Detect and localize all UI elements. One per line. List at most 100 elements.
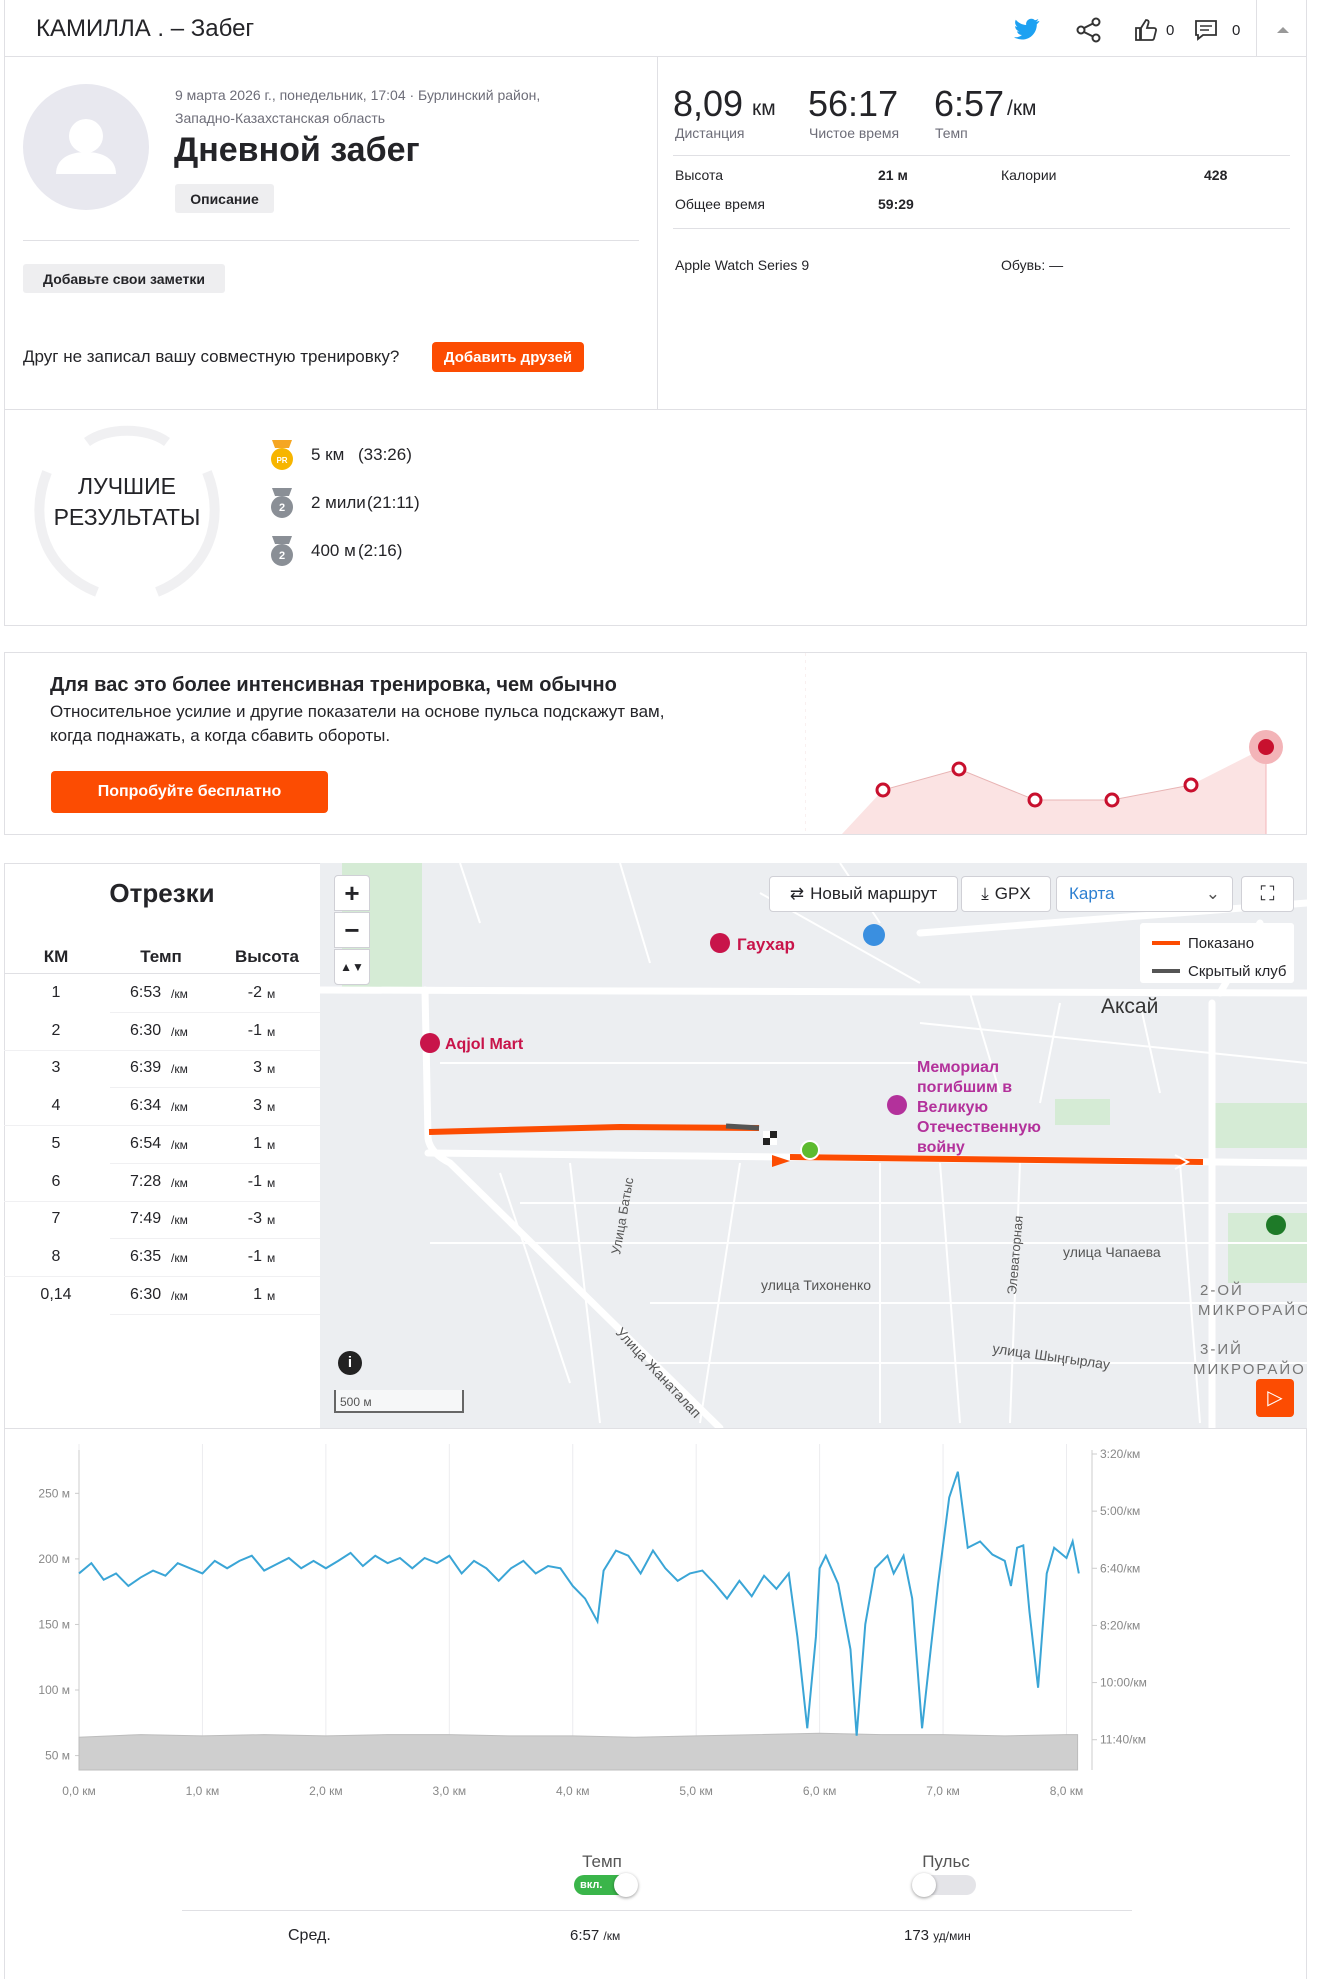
split-elev: 1 [253, 1134, 262, 1152]
medal-ribbon [272, 440, 292, 448]
split-pace: 6:35 [130, 1247, 162, 1265]
map-label: Улица Жанаталап [613, 1324, 705, 1421]
x-tick-label: 5,0 км [679, 1784, 713, 1798]
promo-button[interactable]: Попробуйте бесплатно [51, 771, 328, 813]
legend-label: Показано [1188, 935, 1255, 952]
info-button[interactable]: i [338, 1351, 362, 1375]
elevation-area [78, 1732, 1079, 1771]
x-tick-label: 3,0 км [433, 1784, 467, 1798]
avatar [23, 84, 149, 210]
kudos-button[interactable] [1134, 18, 1158, 42]
select-label: Карта [1069, 884, 1115, 903]
split-km: 6 [51, 1172, 61, 1190]
split-elev-unit: м [267, 1062, 276, 1077]
split-km: 3 [51, 1059, 61, 1077]
medal-body [271, 448, 293, 470]
split-pace: 6:39 [130, 1059, 162, 1077]
split-km: 2 [51, 1021, 61, 1039]
split-km: 0,14 [40, 1285, 72, 1303]
map-label: погибшим в [917, 1079, 1012, 1096]
avg-pace: 6:57 /км [570, 1928, 620, 1943]
map-label: улица Чапаева [1063, 1244, 1161, 1260]
separator [657, 57, 658, 409]
split-km: 4 [51, 1097, 61, 1115]
split-elev: -2 [247, 984, 262, 1001]
avg-value: 173 [904, 1927, 930, 1944]
toggle-label: Пульс [922, 1852, 970, 1871]
split-elev: 3 [253, 1097, 262, 1115]
compass[interactable]: ▲▼ [334, 949, 370, 985]
share-button[interactable] [1076, 17, 1102, 43]
fullscreen-button[interactable]: ⛶ [1241, 876, 1294, 912]
comment-button[interactable] [1194, 19, 1218, 41]
zoom-out[interactable]: − [334, 912, 370, 948]
map-label: Гаухар [737, 935, 795, 954]
description-button[interactable]: Описание [175, 184, 274, 213]
split-pace: 6:54 [130, 1134, 162, 1152]
detail-label: Калории [1001, 167, 1057, 183]
detail-value: 428 [1204, 167, 1228, 183]
medal-badge: 2 [279, 550, 285, 562]
split-pace: 6:53 [130, 984, 162, 1001]
separator [110, 1238, 320, 1240]
effort-name: 2 мили [311, 493, 366, 512]
map-label: Отечественную [917, 1119, 1041, 1136]
splits-header: КМ [43, 947, 69, 966]
y-tick-label: 250 м [38, 1486, 70, 1500]
y2-tick-label: 6:40/км [1100, 1561, 1140, 1575]
add-friends-button[interactable]: Добавить друзей [432, 342, 584, 372]
split-pace-unit: /км [171, 987, 188, 1001]
stat-value: 8,09 [673, 83, 744, 124]
notes-button[interactable]: Добавьте свои заметки [23, 264, 225, 293]
layer-select[interactable]: Карта ⌄ [1056, 876, 1233, 912]
avg-unit: /км [603, 1929, 621, 1943]
x-tick-label: 4,0 км [556, 1784, 590, 1798]
zoom-in[interactable]: + [334, 875, 370, 911]
splits-header: Темп [140, 947, 182, 966]
split-km: 7 [51, 1210, 61, 1228]
medal: 2 [271, 488, 293, 518]
legend-label: Скрытый клуб [1188, 963, 1287, 980]
map[interactable]: Гаухар Aqjol Mart Мемориал погибшим в Ве… [320, 863, 1307, 1428]
promo-text: когда поднажать, а когда сбавить обороты… [50, 726, 391, 745]
page-title: КАМИЛЛА . – Забег [36, 15, 255, 42]
map-label: Аксай [1101, 995, 1158, 1018]
x-tick-label: 7,0 км [926, 1784, 960, 1798]
separator [4, 1049, 320, 1051]
friends-prompt: Друг не записал вашу совместную трениров… [23, 347, 400, 366]
splits-header: Высота [235, 947, 299, 966]
y2-tick-label: 8:20/км [1100, 1618, 1140, 1632]
twitter-button[interactable] [1014, 18, 1040, 40]
split-pace-unit: /км [171, 1250, 188, 1265]
map-label: войну [917, 1139, 965, 1156]
effort-time: (33:26) [358, 445, 412, 464]
collapse-button[interactable] [1276, 25, 1290, 34]
split-elev-unit: м [267, 987, 276, 1001]
split-pace: 6:30 [130, 1285, 162, 1303]
toggle-knob [614, 1873, 638, 1897]
button-label: GPX [994, 884, 1031, 903]
promo-graph [805, 653, 1283, 834]
new-route-button[interactable]: ⇄ Новый маршрут [769, 876, 958, 912]
flyby-button[interactable]: ▷ [1256, 1379, 1294, 1417]
shoes: Обувь: — [1001, 257, 1064, 273]
stat-label: Чистое время [809, 125, 900, 141]
x-tick-label: 2,0 км [309, 1784, 343, 1798]
split-elev: 1 [253, 1285, 262, 1303]
detail-label: Высота [675, 167, 724, 183]
map-label: 3-ИЙ [1200, 1340, 1243, 1358]
split-elev: -1 [247, 1247, 262, 1265]
x-tick-label: 8,0 км [1050, 1784, 1084, 1798]
y-tick-label: 200 м [38, 1552, 70, 1566]
y2-tick-label: 11:40/км [1100, 1733, 1146, 1747]
medal: PR [271, 440, 293, 470]
map-label: 2-ОЙ [1200, 1281, 1244, 1299]
split-elev-unit: м [267, 1213, 276, 1228]
map-label: улица Тихоненко [761, 1277, 871, 1293]
y-tick-label: 50 м [45, 1749, 70, 1763]
map-label: МИКРОРАЙОН [1198, 1301, 1307, 1319]
gpx-button[interactable]: ⤓ GPX [961, 876, 1051, 912]
split-elev-unit: м [267, 1100, 276, 1115]
effort-time: (2:16) [358, 541, 403, 560]
scale-label: 500 м [340, 1395, 372, 1409]
